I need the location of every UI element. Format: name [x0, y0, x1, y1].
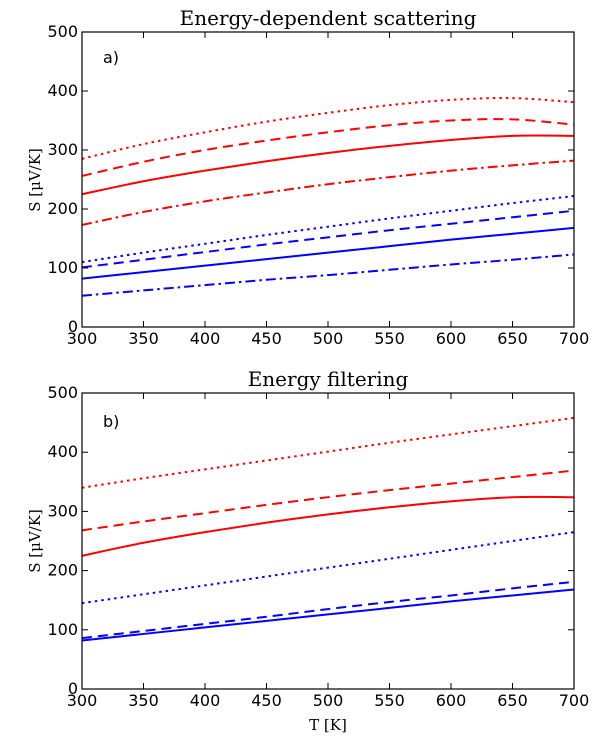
- panel-b-ytick-label-400: 400: [47, 442, 78, 461]
- panel-b-ytick-label-0: 0: [68, 679, 78, 698]
- panel-b-label: b): [103, 412, 119, 431]
- panel-b-xtick-label-600: 600: [436, 691, 467, 710]
- panel-b-ylabel: S [μV/K]: [26, 509, 44, 573]
- panel-a-xtick-label-600: 600: [436, 329, 467, 348]
- panel-b-xtick-label-550: 550: [374, 691, 405, 710]
- panel-b-xtick-label-650: 650: [497, 691, 528, 710]
- panel-b-ytick-label-200: 200: [47, 561, 78, 580]
- panel-a-ytick-label-500: 500: [47, 22, 78, 41]
- panel-b-series-line-2: [81, 495, 575, 557]
- panel-b-xtick-label-500: 500: [313, 691, 344, 710]
- panel-a-title: Energy-dependent scattering: [180, 6, 477, 30]
- panel-a-xtick-label-400: 400: [190, 329, 221, 348]
- panel-a-series-line-6: [81, 226, 575, 280]
- panel-a-ylabel: S [μV/K]: [26, 148, 44, 212]
- panel-b-series-line-4: [81, 580, 575, 640]
- panel-b-ytick-label-300: 300: [47, 501, 78, 520]
- panel-b-xtick-label-700: 700: [559, 691, 590, 710]
- panel-a-xtick-label-450: 450: [251, 329, 282, 348]
- panel-a-ytick-label-300: 300: [47, 140, 78, 159]
- panel-b-xtick-label-450: 450: [251, 691, 282, 710]
- panel-a-series-line-2: [81, 134, 575, 196]
- panel-b: Energy filtering 300 350 400 450 500 550 600 65…: [26, 367, 589, 734]
- panel-b-ytick-label-500: 500: [47, 383, 78, 402]
- panel-a-plot: 300 350 400 450 500 550 600 650 700 0 100 200 300 400…: [47, 22, 589, 348]
- panel-b-series-line-3: [81, 531, 575, 605]
- panel-a: Energy-dependent scattering 300 350 400 450…: [26, 6, 589, 348]
- panel-a-xtick-label-350: 350: [128, 329, 159, 348]
- panel-b-series-line-1: [81, 469, 575, 532]
- panel-b-series-line-5: [81, 588, 575, 642]
- panel-a-xtick-label-650: 650: [497, 329, 528, 348]
- panel-a-xtick-label-500: 500: [313, 329, 344, 348]
- panel-a-series-line-5: [81, 209, 575, 269]
- panel-a-frame: [81, 31, 575, 328]
- panel-a-series-line-0: [81, 96, 575, 160]
- panel-b-xlabel: T [K]: [309, 716, 347, 734]
- panel-a-ytick-label-400: 400: [47, 81, 78, 100]
- panel-a-xtick-label-700: 700: [559, 329, 590, 348]
- panel-a-xtick-label-300: 300: [67, 329, 98, 348]
- panel-b-plot: 300 350 400 450 500 550 600 650 700 0 100 200 300 400…: [47, 383, 589, 710]
- panel-a-ytick-label-0: 0: [68, 317, 78, 336]
- panel-a-series-line-7: [81, 253, 575, 297]
- panel-b-series-line-0: [81, 416, 575, 489]
- panel-b-xtick-label-400: 400: [190, 691, 221, 710]
- panel-b-xtick-label-350: 350: [128, 691, 159, 710]
- panel-a-xtick-label-550: 550: [374, 329, 405, 348]
- panel-a-label: a): [103, 48, 119, 67]
- panel-a-ytick-label-200: 200: [47, 199, 78, 218]
- panel-b-ytick-label-100: 100: [47, 620, 78, 639]
- panel-a-series-line-4: [81, 195, 575, 264]
- panel-b-xtick-label-300: 300: [67, 691, 98, 710]
- panel-a-series-line-3: [81, 159, 575, 226]
- panel-a-series-line-1: [81, 118, 575, 177]
- panel-b-frame: [81, 392, 575, 690]
- panel-a-ytick-label-100: 100: [47, 258, 78, 277]
- panel-b-title: Energy filtering: [248, 367, 409, 391]
